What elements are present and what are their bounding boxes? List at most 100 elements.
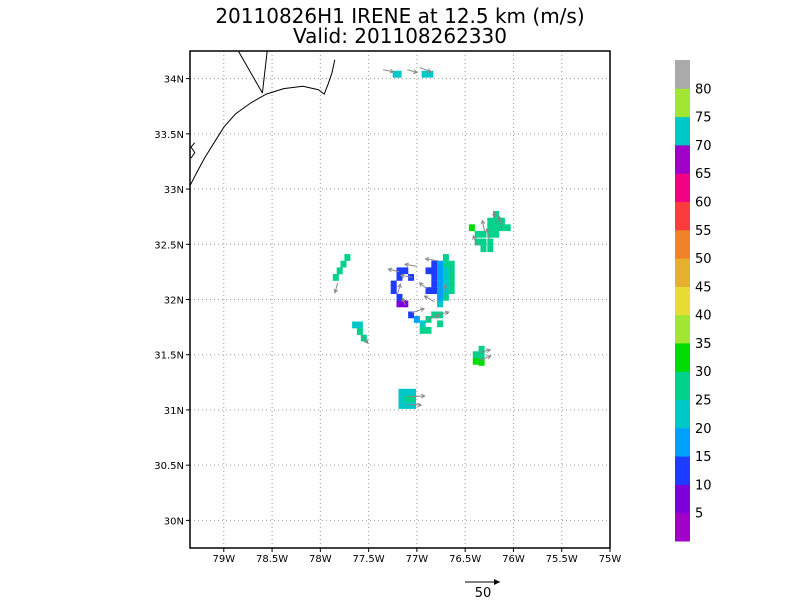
wind-cell (431, 267, 438, 275)
wind-vector (480, 219, 486, 232)
x-axis-ticks: 79W 78.5W 78W 77.5W 77W 76.5W 76W 75.5W 75W (212, 548, 621, 565)
chart-title: 20110826H1 IRENE at 12.5 km (m/s) (215, 4, 584, 28)
colorbar-label: 35 (695, 337, 712, 352)
wind-cell (396, 274, 403, 281)
colorbar-label: 25 (695, 394, 712, 409)
wind-cell (437, 300, 444, 308)
colorbar-swatch (675, 144, 690, 174)
coastline-segment (237, 51, 263, 94)
colorbar-label: 55 (695, 224, 712, 239)
wind-cell (396, 267, 403, 275)
wind-cell (437, 260, 444, 268)
wind-vector (403, 262, 417, 268)
colorbar-swatch (675, 456, 690, 485)
wind-cell (413, 316, 420, 323)
wind-cell (419, 320, 426, 328)
wind-cell (478, 352, 485, 360)
wind-cell (398, 388, 405, 396)
wind-cell (431, 311, 438, 319)
coastline-segment (190, 142, 196, 159)
wind-cell (437, 311, 444, 319)
wind-vector (423, 295, 435, 303)
wind-cell (437, 280, 444, 288)
x-tick-label: 76W (502, 554, 525, 565)
wind-cell (425, 316, 432, 323)
colorbar-label: 60 (695, 196, 712, 211)
x-tick-label: 79W (212, 554, 235, 565)
wind-cell (448, 287, 455, 294)
colorbar-label: 65 (695, 167, 712, 182)
y-tick-label: 32.5N (154, 240, 184, 251)
wind-cell (352, 321, 359, 329)
wind-vectors (333, 67, 503, 408)
x-tick-label: 75W (599, 554, 622, 565)
wind-cell (332, 274, 339, 281)
colorbar-label: 80 (695, 82, 712, 97)
y-tick-label: 31N (164, 406, 184, 417)
colorbar-label: 20 (695, 422, 712, 437)
wind-cell (421, 70, 428, 78)
wind-vector (387, 267, 400, 273)
wind-vector (442, 283, 448, 298)
wind-cell (480, 230, 487, 238)
wind-cell (410, 388, 416, 396)
wind-cell (410, 395, 416, 403)
wind-cell (480, 238, 487, 246)
reference-vector: 50 (465, 579, 500, 600)
colorbar-swatch (675, 116, 690, 146)
wind-vector (399, 273, 413, 279)
colorbar-swatch (675, 484, 690, 514)
wind-cell (437, 320, 444, 328)
wind-vector (472, 234, 478, 245)
colorbar-swatch (675, 286, 690, 316)
x-tick-label: 75.5W (546, 554, 578, 565)
colorbar-swatch (675, 201, 690, 231)
wind-cell (408, 311, 415, 319)
wind-cell (356, 321, 363, 329)
colorbar-label: 70 (695, 139, 712, 154)
colorbar-swatch (675, 229, 690, 259)
wind-cell (474, 230, 481, 238)
wind-vector (397, 283, 402, 295)
wind-cell (398, 402, 405, 409)
x-tick-label: 78W (309, 554, 332, 565)
wind-vector (411, 307, 425, 314)
wind-vector (360, 334, 369, 345)
wind-cell (431, 274, 438, 281)
wind-cell (474, 238, 481, 246)
wind-cell (448, 280, 455, 288)
coastline-segment (190, 59, 336, 186)
wind-cell (472, 357, 479, 365)
wind-vector (401, 297, 406, 306)
wind-cell (480, 245, 487, 253)
wind-cell (419, 327, 426, 334)
wind-cell (425, 287, 432, 294)
wind-cell (344, 254, 351, 261)
wind-cell (442, 260, 449, 268)
wind-vector (492, 210, 497, 223)
colorbar-label: 15 (695, 450, 712, 465)
colorbar-swatch (675, 173, 690, 202)
colorbar-label: 40 (695, 309, 712, 324)
y-tick-label: 33N (164, 185, 184, 196)
reference-vector-label: 50 (475, 586, 492, 600)
wind-vector (407, 402, 423, 408)
wind-vector (407, 69, 419, 74)
colorbar-swatch (675, 371, 690, 400)
colorbar-label: 30 (695, 365, 712, 380)
colorbar-swatch (675, 314, 690, 344)
x-tick-label: 77W (406, 554, 429, 565)
wind-cell (431, 287, 438, 294)
wind-cell (398, 395, 405, 403)
wind-cell (504, 224, 511, 232)
wind-cell (437, 287, 444, 294)
wind-vector (479, 354, 492, 361)
wind-cell (396, 300, 403, 308)
y-axis-ticks: 34N 33.5N 33N 32.5N 32N 31.5N 31N 30.5N 30N (154, 75, 190, 527)
wind-cell (437, 267, 444, 275)
x-tick-label: 77.5W (353, 554, 385, 565)
wind-cell (442, 280, 449, 288)
colorbar-swatch (675, 512, 690, 542)
wind-vector (424, 256, 439, 262)
wind-cell (472, 351, 479, 359)
